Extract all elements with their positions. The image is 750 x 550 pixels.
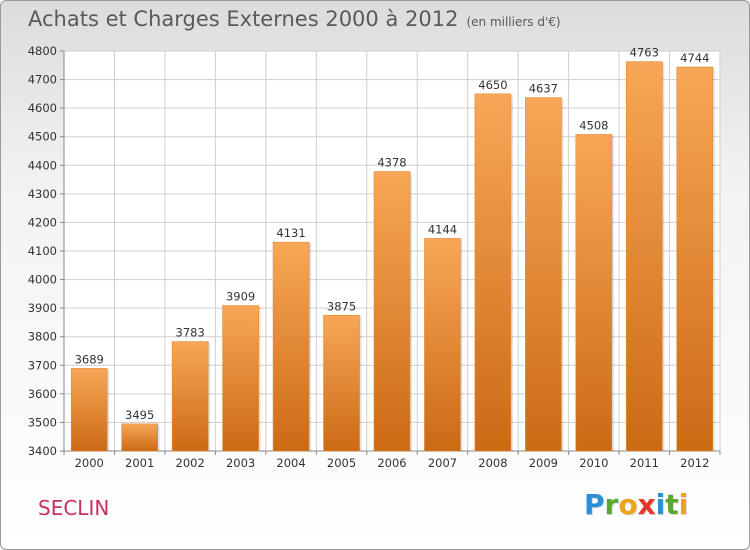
logo-letter: r [604, 488, 619, 521]
logo-letter: o [618, 488, 638, 521]
data-label: 4144 [428, 222, 457, 236]
data-label: 4378 [377, 156, 406, 170]
data-label: 3909 [226, 290, 255, 304]
y-tick-label: 4500 [28, 130, 57, 144]
bar [272, 241, 310, 452]
y-tick-label: 4700 [28, 73, 57, 87]
x-tick-label: 2008 [478, 456, 507, 470]
data-label: 4508 [579, 118, 608, 132]
y-tick-label: 4200 [28, 215, 57, 229]
x-tick-label: 2007 [428, 456, 457, 470]
x-tick-label: 2001 [125, 456, 154, 470]
logo-letter: t [665, 488, 679, 521]
bar [171, 341, 209, 452]
bar [373, 171, 411, 452]
y-tick-label: 3900 [28, 301, 57, 315]
x-tick-label: 2003 [226, 456, 255, 470]
x-tick-label: 2006 [377, 456, 406, 470]
x-tick-label: 2002 [176, 456, 205, 470]
logo-letter: x [637, 488, 656, 521]
x-tick-label: 2004 [276, 456, 305, 470]
x-tick-label: 2000 [75, 456, 104, 470]
x-tick-label: 2010 [579, 456, 608, 470]
y-tick-label: 3700 [28, 358, 57, 372]
y-tick-label: 4400 [28, 158, 57, 172]
x-tick-label: 2005 [327, 456, 356, 470]
y-tick-label: 4000 [28, 273, 57, 287]
chart-title-text: Achats et Charges Externes 2000 à 2012 [28, 7, 459, 31]
bar [626, 61, 663, 452]
y-tick-label: 3800 [28, 330, 57, 344]
bars [70, 61, 715, 452]
y-tick-label: 3600 [28, 387, 57, 401]
y-tick-label: 3400 [28, 444, 57, 458]
data-label: 4131 [276, 226, 305, 240]
y-tick-label: 4800 [28, 44, 57, 58]
data-label: 4637 [529, 82, 558, 96]
data-label: 4744 [680, 51, 709, 65]
bar [525, 97, 562, 452]
bar [474, 93, 512, 452]
bar [424, 238, 461, 452]
chart-title: Achats et Charges Externes 2000 à 2012 (e… [28, 7, 561, 31]
chart-subtitle: (en milliers d'€) [466, 15, 561, 29]
commune-name: SECLIN [38, 496, 110, 520]
logo-letter: P [584, 488, 605, 521]
bar [575, 134, 613, 452]
data-label: 4650 [478, 78, 507, 92]
y-tick-label: 3500 [28, 415, 57, 429]
x-tick-label: 2012 [680, 456, 709, 470]
y-tick-label: 4300 [28, 187, 57, 201]
logo-letter: i [655, 488, 666, 521]
x-tick-label: 2009 [529, 456, 558, 470]
logo-letter: i [678, 488, 689, 521]
data-label: 3495 [125, 408, 154, 422]
data-label: 4763 [630, 46, 659, 60]
data-label: 3783 [176, 326, 205, 340]
bar [323, 314, 360, 452]
bar [70, 368, 108, 452]
bar [676, 66, 714, 452]
y-tick-label: 4100 [28, 244, 57, 258]
data-label: 3875 [327, 299, 356, 313]
data-label: 3689 [75, 352, 104, 366]
x-tick-label: 2011 [630, 456, 659, 470]
y-tick-label: 4600 [28, 101, 57, 115]
proxiti-logo: Proxiti [584, 488, 688, 521]
bar [121, 423, 158, 452]
bar [222, 305, 259, 452]
labels: 3689 2000 3495 2001 3783 2002 3909 2003 4131 2004… [75, 46, 710, 470]
